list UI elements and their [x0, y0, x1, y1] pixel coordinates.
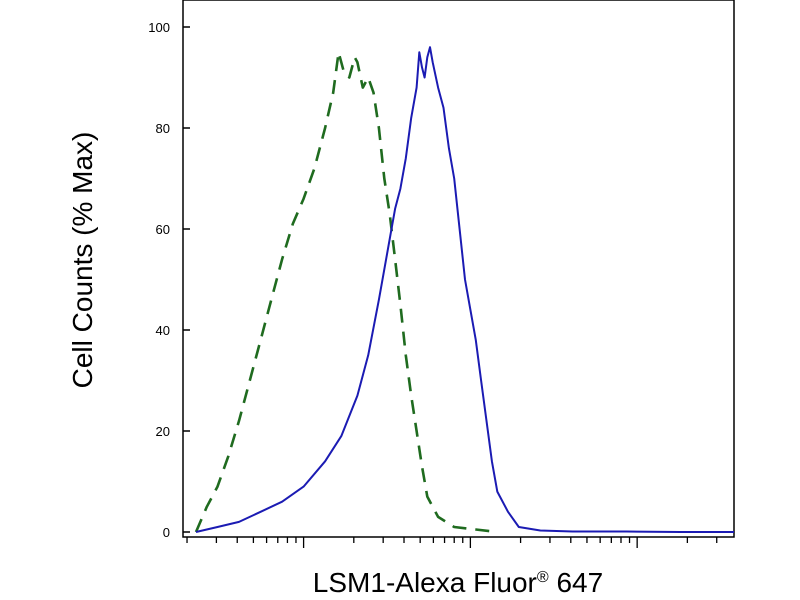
y-tick-label-0: 0 [163, 525, 170, 540]
x-axis-title: LSM1-Alexa Fluor® 647 [313, 567, 603, 598]
y-axis-ticks: 0 20 40 60 80 100 [148, 20, 190, 540]
stained-histogram-line [195, 46, 734, 533]
y-tick-label-40: 40 [156, 323, 170, 338]
plot-frame [182, 0, 735, 538]
y-tick-label-20: 20 [156, 424, 170, 439]
series-layer [194, 46, 734, 534]
control-histogram-line [194, 51, 498, 534]
x-axis-title-suffix: 647 [549, 567, 604, 598]
y-tick-label-60: 60 [156, 222, 170, 237]
registered-mark: ® [537, 569, 549, 586]
y-tick-label-100: 100 [148, 20, 170, 35]
y-tick-label-80: 80 [156, 121, 170, 136]
x-axis-ticks [186, 537, 718, 548]
x-axis-title-text: LSM1-Alexa Fluor [313, 567, 537, 598]
y-axis-title: Cell Counts (% Max) [67, 132, 98, 389]
